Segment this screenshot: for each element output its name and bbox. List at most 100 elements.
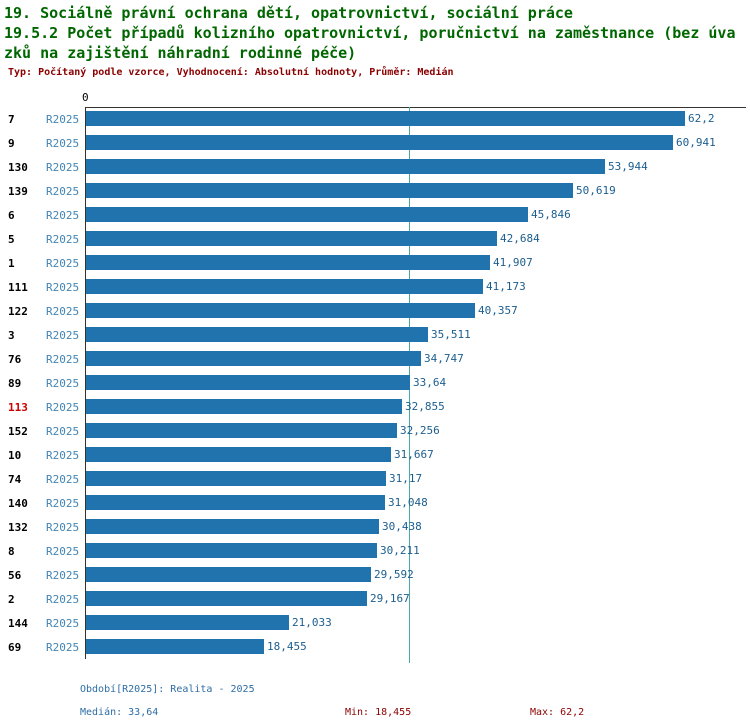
chart-title-line-3: zků na zajištění náhradní rodinné péče) [4, 44, 357, 62]
bar-row: 5 R2025 42,684 [0, 227, 750, 251]
bar [86, 447, 391, 462]
bar-value-label: 29,592 [374, 568, 414, 581]
bar-track: 29,592 [85, 563, 750, 587]
bar-value-label: 31,048 [388, 496, 428, 509]
row-series-label: R2025 [46, 592, 80, 606]
bar-row: 74 R2025 31,17 [0, 467, 750, 491]
bar-track: 53,944 [85, 155, 750, 179]
row-category-label: 144 [8, 616, 28, 630]
bar-value-label: 18,455 [267, 640, 307, 653]
bar [86, 519, 379, 534]
bar-value-label: 35,511 [431, 328, 471, 341]
bar [86, 567, 371, 582]
row-series-label: R2025 [46, 136, 80, 150]
bar-value-label: 31,17 [389, 472, 423, 485]
bar-value-label: 32,256 [400, 424, 440, 437]
row-series-label: R2025 [46, 112, 80, 126]
row-series-label: R2025 [46, 544, 80, 558]
row-series-label: R2025 [46, 616, 80, 630]
bar-track: 42,684 [85, 227, 750, 251]
bar-value-label: 33,64 [413, 376, 447, 389]
bar-value-label: 21,033 [292, 616, 332, 629]
bar-track: 50,619 [85, 179, 750, 203]
row-category-label: 140 [8, 496, 28, 510]
bar-row: 1 R2025 41,907 [0, 251, 750, 275]
bar-track: 62,2 [85, 107, 750, 131]
x-axis-line [85, 107, 746, 108]
chart-title-line-1: 19. Sociálně právní ochrana dětí, opatro… [4, 4, 573, 22]
row-category-label: 132 [8, 520, 28, 534]
bar-value-label: 42,684 [500, 232, 540, 245]
row-series-label: R2025 [46, 328, 80, 342]
bar [86, 591, 367, 606]
row-series-label: R2025 [46, 184, 80, 198]
bar-row: 89 R2025 33,64 [0, 371, 750, 395]
stats-line: Medián: 33,64 Min: 18,455 Max: 62,2 [80, 706, 750, 719]
bar-row: 9 R2025 60,941 [0, 131, 750, 155]
row-category-label: 10 [8, 448, 22, 462]
row-category-label: 1 [8, 256, 15, 270]
row-series-label: R2025 [46, 208, 80, 222]
bar [86, 231, 497, 246]
bar-row: 152 R2025 32,256 [0, 419, 750, 443]
bar-track: 35,511 [85, 323, 750, 347]
row-series-label: R2025 [46, 256, 80, 270]
y-axis-line [85, 107, 86, 659]
bar-track: 18,455 [85, 635, 750, 659]
chart-header: 19. Sociálně právní ochrana dětí, opatro… [0, 0, 750, 79]
bar-row: 122 R2025 40,357 [0, 299, 750, 323]
median-stat: Medián: 33,64 [80, 707, 159, 718]
row-category-label: 2 [8, 592, 15, 606]
bar-row: 7 R2025 62,2 [0, 107, 750, 131]
bar-row: 144 R2025 21,033 [0, 611, 750, 635]
plot-area: 7 R2025 62,2 9 R2025 60,941 130 R2025 53,944 139 R… [0, 107, 750, 663]
bar-track: 32,256 [85, 419, 750, 443]
row-series-label: R2025 [46, 496, 80, 510]
bar-value-label: 31,667 [394, 448, 434, 461]
row-category-label: 139 [8, 184, 28, 198]
row-category-label: 113 [8, 400, 28, 414]
bar-row: 3 R2025 35,511 [0, 323, 750, 347]
row-category-label: 89 [8, 376, 22, 390]
bar [86, 375, 410, 390]
bar [86, 399, 402, 414]
row-series-label: R2025 [46, 424, 80, 438]
bar-track: 40,357 [85, 299, 750, 323]
row-series-label: R2025 [46, 400, 80, 414]
bar-row: 6 R2025 45,846 [0, 203, 750, 227]
bar [86, 327, 428, 342]
bar [86, 615, 289, 630]
bar [86, 159, 605, 174]
bar-row: 140 R2025 31,048 [0, 491, 750, 515]
bar [86, 543, 377, 558]
bar [86, 255, 490, 270]
max-stat: Max: 62,2 [530, 707, 585, 718]
bar-track: 34,747 [85, 347, 750, 371]
bar [86, 111, 685, 126]
bar-row: 10 R2025 31,667 [0, 443, 750, 467]
bar-value-label: 50,619 [576, 184, 616, 197]
row-series-label: R2025 [46, 352, 80, 366]
bar-track: 41,173 [85, 275, 750, 299]
bar-row: 139 R2025 50,619 [0, 179, 750, 203]
bar-track: 29,167 [85, 587, 750, 611]
row-series-label: R2025 [46, 568, 80, 582]
bar-track: 31,048 [85, 491, 750, 515]
bar-row: 69 R2025 18,455 [0, 635, 750, 659]
row-category-label: 76 [8, 352, 22, 366]
chart-title-line-2: 19.5.2 Počet případů kolizního opatrovni… [4, 24, 736, 42]
bar [86, 495, 385, 510]
bar-value-label: 30,438 [382, 520, 422, 533]
bar-value-label: 60,941 [676, 136, 716, 149]
row-series-label: R2025 [46, 304, 80, 318]
bar-value-label: 34,747 [424, 352, 464, 365]
bar-value-label: 41,907 [493, 256, 533, 269]
row-series-label: R2025 [46, 280, 80, 294]
bar-row: 56 R2025 29,592 [0, 563, 750, 587]
bar [86, 423, 397, 438]
bar [86, 183, 573, 198]
row-series-label: R2025 [46, 472, 80, 486]
row-series-label: R2025 [46, 448, 80, 462]
bar-value-label: 53,944 [608, 160, 648, 173]
